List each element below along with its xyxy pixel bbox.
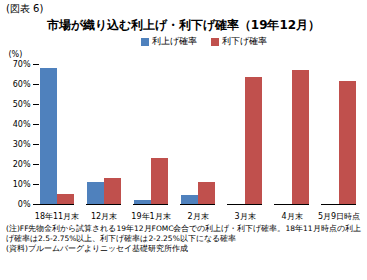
svg-text:5月9日時点: 5月9日時点 — [318, 212, 360, 221]
svg-text:3月末: 3月末 — [234, 212, 255, 221]
svg-text:40%: 40% — [13, 120, 31, 129]
html-text:(資料)ブルームバーグよりニッセイ基礎研究所作成: (資料)ブルームバーグよりニッセイ基礎研究所作成 — [6, 243, 188, 253]
html-text:(図表 6): (図表 6) — [6, 3, 44, 14]
svg-text:20%: 20% — [13, 160, 31, 169]
html-text:利下げ確率: 利下げ確率 — [221, 36, 267, 46]
html-text:(注)FF先物金利から試算される19年12月FOMC会合での: (注)FF先物金利から試算される19年12月FOMC会合での利上げ・利下げ確率。… — [6, 224, 361, 243]
svg-text:2月末: 2月末 — [187, 212, 208, 221]
svg-text:30%: 30% — [13, 140, 31, 149]
svg-text:60%: 60% — [13, 80, 31, 89]
svg-text:70%: 70% — [13, 60, 31, 69]
svg-text:10%: 10% — [13, 180, 31, 189]
svg-text:0%: 0% — [18, 200, 31, 209]
svg-text:12月末: 12月末 — [91, 212, 117, 221]
html-text:利上げ確率: 利上げ確率 — [151, 36, 197, 46]
svg-text:18年11月末: 18年11月末 — [35, 212, 79, 221]
svg-text:(%): (%) — [9, 50, 23, 59]
svg-text:4月末: 4月末 — [281, 212, 302, 221]
html-text:市場が織り込む利上げ・利下げ確率（19年12月）: 市場が織り込む利上げ・利下げ確率（19年12月） — [46, 18, 321, 32]
svg-text:19年1月末: 19年1月末 — [131, 212, 170, 221]
svg-text:50%: 50% — [13, 100, 31, 109]
